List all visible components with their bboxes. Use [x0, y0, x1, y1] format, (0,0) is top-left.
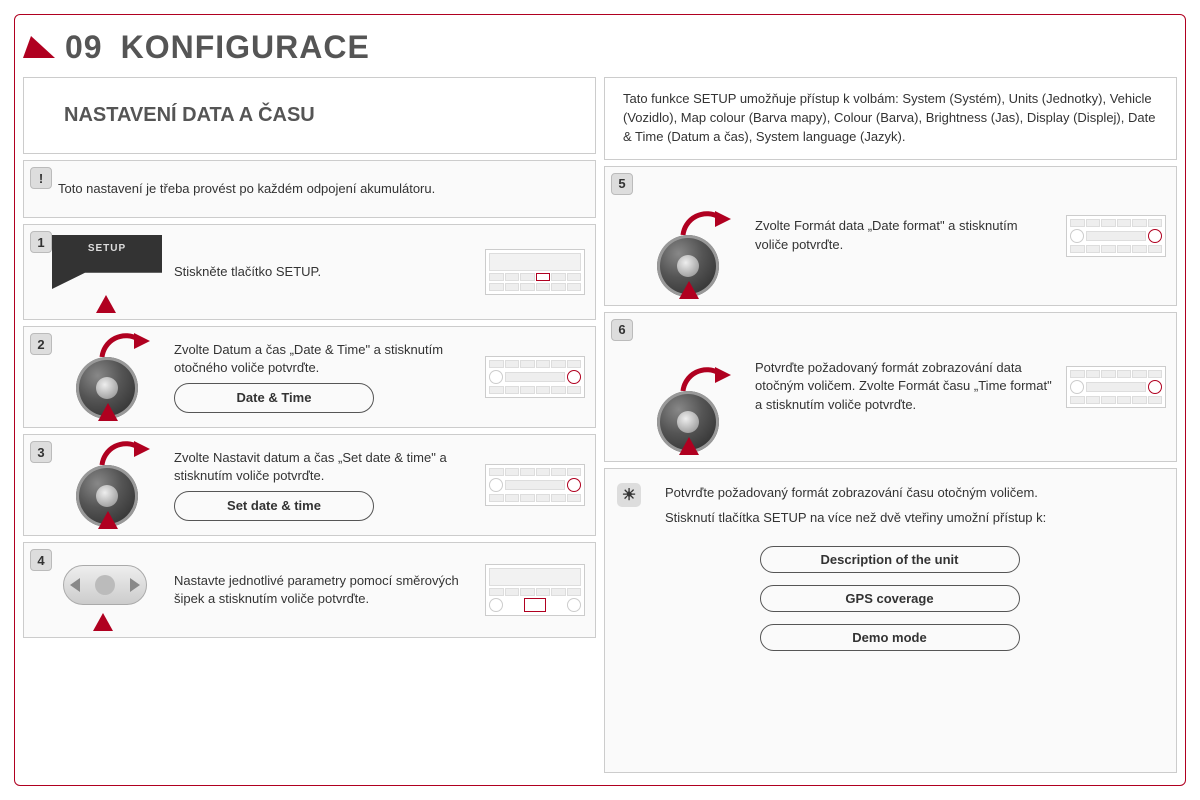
- step-2: 2 Zvolte Datum a čas „Date & Time" a sti…: [23, 326, 596, 428]
- step-1: 1 SETUP Stiskněte tlačítko SETUP.: [23, 224, 596, 320]
- step-4-text: Nastavte jednotlivé parametry pomocí smě…: [174, 572, 473, 608]
- left-column: NASTAVENÍ DATA A ČASU ! Toto nastavení j…: [23, 77, 596, 773]
- setup-button-graphic: SETUP: [52, 235, 162, 289]
- radio-thumb-2: [485, 356, 585, 398]
- step-5: 5 Zvolte Formát data „Date format" a sti…: [604, 166, 1177, 306]
- step-6-text: Potvrďte požadovaný formát zobrazování d…: [755, 359, 1054, 414]
- title-number: 09: [65, 29, 103, 66]
- tip-line-1: Potvrďte požadovaný formát zobrazování č…: [665, 483, 1046, 503]
- press-arrow-icon: [98, 511, 118, 529]
- intro-text: Tato funkce SETUP umožňuje přístup k vol…: [617, 88, 1164, 149]
- intro-panel: Tato funkce SETUP umožňuje přístup k vol…: [604, 77, 1177, 160]
- step-3-text: Zvolte Nastavit datum a čas „Set date & …: [174, 449, 473, 485]
- tip-line-2: Stisknutí tlačítka SETUP na více než dvě…: [665, 508, 1046, 528]
- step-2-graphic: [52, 335, 162, 419]
- columns: NASTAVENÍ DATA A ČASU ! Toto nastavení j…: [23, 77, 1177, 773]
- warning-icon: !: [30, 167, 52, 189]
- tip-body: Potvrďte požadovaný formát zobrazování č…: [665, 483, 1046, 528]
- step-2-body: Zvolte Datum a čas „Date & Time" a stisk…: [174, 341, 473, 414]
- demo-mode-button[interactable]: Demo mode: [760, 624, 1020, 651]
- step-1-graphic: SETUP: [52, 233, 162, 311]
- step-2-text: Zvolte Datum a čas „Date & Time" a stisk…: [174, 341, 473, 377]
- press-arrow-icon: [93, 613, 113, 631]
- step-3-number: 3: [30, 441, 52, 463]
- press-arrow-icon: [679, 281, 699, 299]
- title-tab-shape: [23, 36, 63, 58]
- step-1-number: 1: [30, 231, 52, 253]
- step-3: 3 Zvolte Nastavit datum a čas „Set date …: [23, 434, 596, 536]
- top-row-left: NASTAVENÍ DATA A ČASU: [23, 77, 596, 154]
- up-arrow-icon: [96, 295, 116, 313]
- gps-coverage-button[interactable]: GPS coverage: [760, 585, 1020, 612]
- title-label: KONFIGURACE: [121, 29, 370, 66]
- setup-button-label: SETUP: [88, 243, 126, 254]
- right-column: Tato funkce SETUP umožňuje přístup k vol…: [604, 77, 1177, 773]
- step-3-body: Zvolte Nastavit datum a čas „Set date & …: [174, 449, 473, 522]
- step-5-number: 5: [611, 173, 633, 195]
- step-6-graphic: [633, 321, 743, 453]
- date-time-button[interactable]: Date & Time: [174, 383, 374, 413]
- radio-thumb-5: [1066, 215, 1166, 257]
- warning-text: Toto nastavení je třeba provést po každé…: [58, 180, 585, 198]
- page-frame: 09 KONFIGURACE NASTAVENÍ DATA A ČASU ! T…: [14, 14, 1186, 786]
- warning-panel: ! Toto nastavení je třeba provést po kaž…: [23, 160, 596, 218]
- title-bar: 09 KONFIGURACE: [23, 25, 1177, 69]
- step-4: 4 Nastavte jednotlivé parametry pomocí s…: [23, 542, 596, 638]
- press-arrow-icon: [98, 403, 118, 421]
- set-date-time-button[interactable]: Set date & time: [174, 491, 374, 521]
- step-4-graphic: [52, 551, 162, 629]
- subheading-panel: NASTAVENÍ DATA A ČASU: [23, 77, 596, 154]
- radio-thumb-6: [1066, 366, 1166, 408]
- radio-thumb-3: [485, 464, 585, 506]
- step-5-graphic: [633, 175, 743, 297]
- step-2-number: 2: [30, 333, 52, 355]
- subheading-text: NASTAVENÍ DATA A ČASU: [36, 88, 583, 143]
- step-3-graphic: [52, 443, 162, 527]
- step-6: 6 Potvrďte požadovaný formát zobrazování…: [604, 312, 1177, 462]
- step-4-number: 4: [30, 549, 52, 571]
- tip-panel: ☀ Potvrďte požadovaný formát zobrazování…: [604, 468, 1177, 773]
- title-text-wrap: 09 KONFIGURACE: [65, 25, 370, 69]
- radio-thumb-4: [485, 564, 585, 616]
- press-arrow-icon: [679, 437, 699, 455]
- radio-thumb-1: [485, 249, 585, 295]
- step-6-number: 6: [611, 319, 633, 341]
- step-1-text: Stiskněte tlačítko SETUP.: [174, 263, 473, 281]
- description-button[interactable]: Description of the unit: [760, 546, 1020, 573]
- lightbulb-icon: ☀: [617, 483, 641, 507]
- tip-buttons: Description of the unit GPS coverage Dem…: [617, 540, 1162, 651]
- step-5-text: Zvolte Formát data „Date format" a stisk…: [755, 217, 1054, 253]
- dpad-icon: [63, 565, 147, 605]
